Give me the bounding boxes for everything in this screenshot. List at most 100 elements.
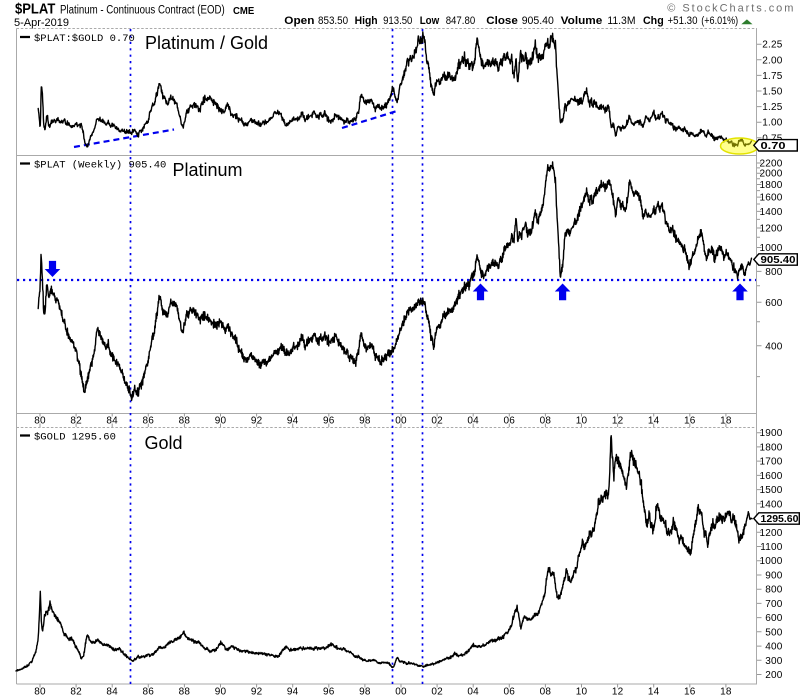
- svg-text:86: 86: [143, 686, 155, 697]
- svg-text:$PLAT: $PLAT: [15, 0, 55, 17]
- svg-text:18: 18: [720, 415, 732, 426]
- svg-text:18: 18: [720, 686, 732, 697]
- svg-text:82: 82: [70, 415, 82, 426]
- svg-text:905.40: 905.40: [522, 15, 554, 27]
- svg-text:02: 02: [431, 415, 443, 426]
- svg-text:1200: 1200: [759, 224, 782, 235]
- svg-text:847.80: 847.80: [446, 15, 476, 27]
- svg-text:Chg: Chg: [643, 15, 664, 27]
- svg-text:2.00: 2.00: [762, 55, 783, 66]
- svg-text:1600: 1600: [759, 193, 782, 204]
- svg-text:98: 98: [359, 415, 371, 426]
- svg-text:400: 400: [765, 341, 783, 352]
- svg-text:900: 900: [765, 571, 783, 582]
- svg-text:80: 80: [34, 686, 46, 697]
- svg-text:$PLAT:$GOLD 0.70: $PLAT:$GOLD 0.70: [34, 33, 135, 45]
- svg-text:84: 84: [106, 415, 118, 426]
- svg-text:11.3M: 11.3M: [607, 15, 635, 27]
- svg-text:1.75: 1.75: [762, 71, 783, 82]
- svg-text:00: 00: [395, 415, 407, 426]
- svg-text:1400: 1400: [759, 207, 782, 218]
- svg-text:905.40: 905.40: [761, 254, 796, 266]
- svg-text:1000: 1000: [759, 556, 782, 567]
- svg-text:1.25: 1.25: [762, 102, 783, 113]
- svg-text:12: 12: [612, 686, 624, 697]
- svg-text:88: 88: [179, 415, 191, 426]
- svg-text:96: 96: [323, 686, 335, 697]
- svg-text:High: High: [355, 15, 378, 27]
- svg-text:80: 80: [34, 415, 46, 426]
- svg-text:Platinum / Gold: Platinum / Gold: [145, 33, 268, 53]
- svg-text:200: 200: [765, 670, 783, 681]
- svg-text:800: 800: [765, 267, 783, 278]
- svg-text:06: 06: [504, 686, 516, 697]
- svg-text:98: 98: [359, 686, 371, 697]
- svg-text:913.50: 913.50: [383, 15, 412, 27]
- svg-text:90: 90: [215, 415, 227, 426]
- svg-text:1600: 1600: [759, 471, 782, 482]
- svg-text:700: 700: [765, 599, 783, 610]
- svg-text:96: 96: [323, 415, 335, 426]
- svg-text:10: 10: [576, 415, 588, 426]
- svg-text:1800: 1800: [759, 442, 782, 453]
- svg-text:300: 300: [765, 656, 783, 667]
- svg-text:10: 10: [576, 686, 588, 697]
- svg-text:16: 16: [684, 686, 696, 697]
- svg-text:1800: 1800: [759, 180, 782, 191]
- svg-text:06: 06: [504, 415, 516, 426]
- svg-text:853.50: 853.50: [318, 15, 348, 27]
- svg-text:1500: 1500: [759, 485, 782, 496]
- svg-text:$PLAT (Weekly) 905.40: $PLAT (Weekly) 905.40: [34, 159, 166, 171]
- svg-text:600: 600: [765, 613, 783, 624]
- svg-text:0.75: 0.75: [762, 133, 783, 144]
- svg-text:0.70: 0.70: [761, 140, 786, 152]
- svg-text:$GOLD 1295.60: $GOLD 1295.60: [34, 431, 116, 443]
- svg-text:2000: 2000: [759, 169, 782, 180]
- svg-text:92: 92: [251, 686, 263, 697]
- svg-text:92: 92: [251, 415, 263, 426]
- svg-text:Platinum - Continuous Contract: Platinum - Continuous Contract (EOD): [60, 4, 225, 16]
- svg-text:94: 94: [287, 686, 299, 697]
- svg-text:14: 14: [648, 686, 660, 697]
- svg-text:400: 400: [765, 642, 783, 653]
- svg-text:02: 02: [431, 686, 443, 697]
- svg-text:1000: 1000: [759, 243, 782, 254]
- svg-text:CME: CME: [233, 6, 255, 17]
- svg-text:(+6.01%): (+6.01%): [701, 15, 738, 27]
- svg-text:5-Apr-2019: 5-Apr-2019: [14, 17, 69, 29]
- svg-text:12: 12: [612, 415, 624, 426]
- svg-text:82: 82: [70, 686, 82, 697]
- svg-text:88: 88: [179, 686, 191, 697]
- svg-text:Open: Open: [284, 15, 314, 27]
- svg-text:© StockCharts.com: © StockCharts.com: [667, 3, 795, 15]
- svg-text:Platinum: Platinum: [173, 160, 243, 180]
- svg-text:84: 84: [106, 686, 118, 697]
- svg-text:16: 16: [684, 415, 696, 426]
- svg-text:Close: Close: [486, 15, 518, 27]
- svg-text:1.50: 1.50: [762, 87, 783, 98]
- svg-text:14: 14: [648, 415, 660, 426]
- svg-text:1700: 1700: [759, 457, 782, 468]
- svg-text:1900: 1900: [759, 428, 782, 439]
- svg-text:1295.60: 1295.60: [761, 513, 799, 525]
- svg-text:Gold: Gold: [145, 433, 183, 453]
- svg-text:800: 800: [765, 585, 783, 596]
- svg-text:1.00: 1.00: [762, 118, 783, 129]
- svg-text:86: 86: [143, 415, 155, 426]
- svg-text:90: 90: [215, 686, 227, 697]
- svg-text:1200: 1200: [759, 528, 782, 539]
- svg-text:08: 08: [540, 686, 552, 697]
- svg-text:Low: Low: [420, 15, 440, 27]
- svg-text:1400: 1400: [759, 499, 782, 510]
- svg-text:04: 04: [467, 686, 479, 697]
- svg-text:500: 500: [765, 627, 783, 638]
- svg-text:00: 00: [395, 686, 407, 697]
- svg-text:08: 08: [540, 415, 552, 426]
- svg-text:2.25: 2.25: [762, 40, 783, 51]
- svg-text:2200: 2200: [759, 159, 782, 170]
- svg-text:600: 600: [765, 298, 783, 309]
- svg-text:04: 04: [467, 415, 479, 426]
- svg-text:94: 94: [287, 415, 299, 426]
- svg-text:Volume: Volume: [561, 15, 603, 27]
- svg-text:+51.30: +51.30: [668, 15, 698, 27]
